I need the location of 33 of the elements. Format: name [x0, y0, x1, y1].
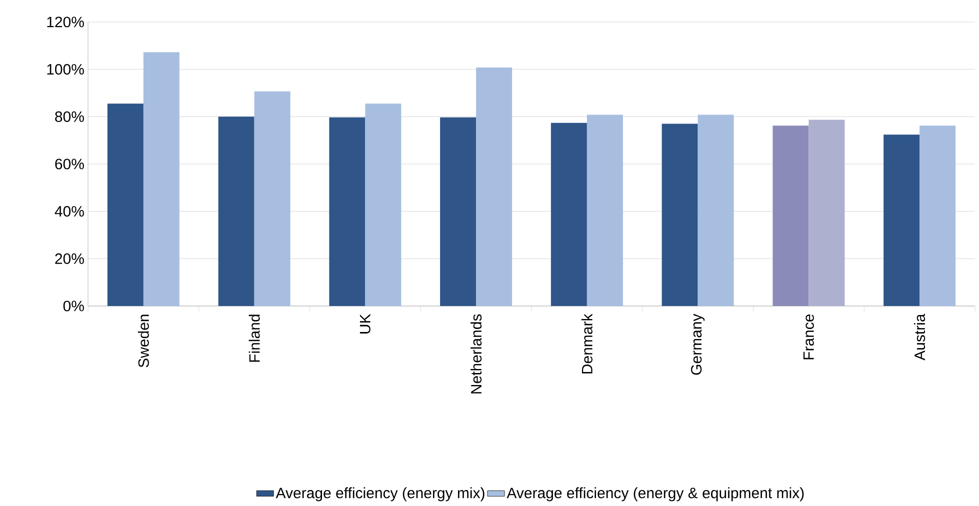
bar	[586, 114, 623, 306]
bar	[218, 116, 254, 306]
y-tick-label: 0%	[63, 300, 84, 312]
bar	[107, 104, 144, 306]
x-tick-label: Germany	[691, 314, 705, 375]
y-tick-label: 100%	[47, 64, 84, 75]
legend-label: Average efficiency (energy & equipment mix)	[506, 487, 804, 502]
x-tick-label: Denmark	[581, 314, 592, 374]
bar	[365, 104, 402, 306]
bar	[772, 126, 809, 306]
bar	[884, 134, 920, 306]
y-tick-label: 80%	[55, 111, 84, 122]
bar	[254, 91, 290, 306]
x-tick-label: Finland	[248, 314, 260, 362]
y-tick-label: 60%	[55, 158, 84, 170]
bar	[550, 122, 587, 306]
bar	[476, 67, 512, 306]
y-tick-label: 20%	[55, 253, 84, 264]
bar	[808, 120, 845, 306]
bar	[143, 52, 180, 306]
x-tick-label: Netherlands	[470, 314, 482, 394]
x-tick-label: Sweden	[138, 314, 149, 368]
x-tick-label: France	[803, 314, 814, 360]
x-tick-label: UK	[360, 314, 370, 334]
bar	[440, 117, 476, 306]
y-tick-label: 40%	[54, 206, 84, 217]
legend-label: Average efficiency (energy mix)	[276, 487, 484, 502]
y-tick-label: 120%	[47, 16, 84, 28]
bar	[920, 126, 956, 306]
bar	[329, 117, 366, 306]
bar	[662, 124, 698, 306]
bar	[698, 114, 734, 306]
x-tick-label: Austria	[914, 314, 926, 360]
